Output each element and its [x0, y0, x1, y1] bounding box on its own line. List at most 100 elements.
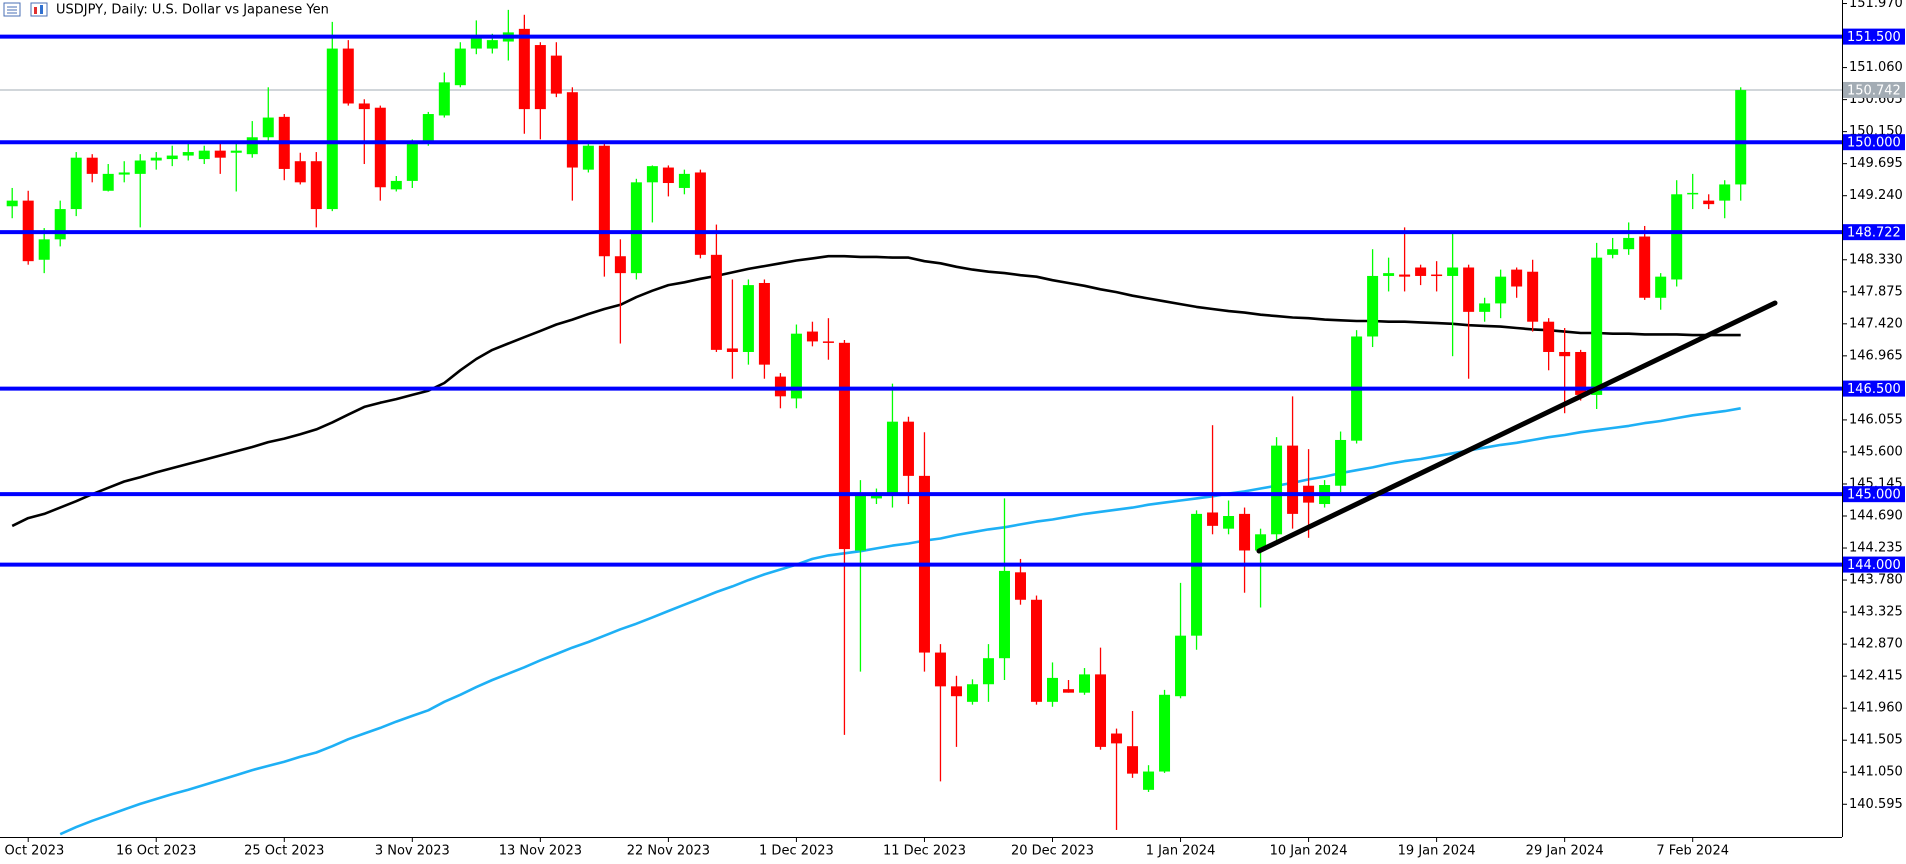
candle-body	[486, 40, 498, 49]
candle-body	[230, 150, 242, 153]
x-tick-label: 29 Jan 2024	[1526, 844, 1604, 859]
candle-body	[550, 55, 562, 94]
x-tick-label: 20 Dec 2023	[1011, 844, 1094, 859]
chart-title: USDJPY, Daily: U.S. Dollar vs Japanese Y…	[56, 3, 329, 18]
last-price-box	[1843, 81, 1905, 98]
candle-body	[454, 48, 466, 86]
y-tick-label: 143.325	[1849, 605, 1903, 620]
candle-body	[470, 36, 482, 49]
candle-body	[182, 152, 194, 156]
candle-body	[534, 45, 546, 110]
candle-body	[966, 684, 978, 702]
icon-chart	[30, 2, 48, 17]
y-tick-label: 147.420	[1849, 316, 1903, 331]
level-label-box	[1843, 380, 1905, 397]
candle-body	[214, 150, 226, 158]
candle-body	[1479, 303, 1491, 312]
candle-body	[38, 239, 50, 260]
candle-body	[870, 495, 882, 499]
candle-body	[806, 331, 818, 342]
candle-body	[1687, 192, 1699, 195]
x-tick-label: 6 Oct 2023	[0, 844, 64, 859]
candle-body	[694, 172, 706, 255]
candle-body	[1495, 276, 1507, 304]
y-tick-label: 141.505	[1849, 733, 1903, 748]
candle-body	[1079, 674, 1091, 693]
candle-body	[982, 658, 994, 685]
level-label-box	[1843, 28, 1905, 45]
candle-body	[246, 137, 258, 155]
candle-body	[1239, 513, 1251, 551]
candle-body	[1543, 321, 1555, 352]
candle-body	[390, 180, 402, 190]
x-tick-label: 1 Jan 2024	[1146, 844, 1216, 859]
x-tick-label: 22 Nov 2023	[627, 844, 710, 859]
candle-body	[1719, 184, 1731, 201]
candle-body	[1703, 200, 1715, 205]
x-tick-label: 19 Jan 2024	[1398, 844, 1476, 859]
candle-body	[422, 114, 434, 143]
candle-body	[1607, 249, 1619, 255]
candle-body	[518, 28, 530, 110]
y-tick-label: 142.870	[1849, 637, 1903, 652]
level-label-box	[1843, 224, 1905, 241]
candle-body	[726, 348, 738, 352]
candle-body	[198, 150, 210, 160]
y-tick-label: 149.240	[1849, 188, 1903, 203]
candle-body	[1447, 267, 1459, 276]
candle-body	[710, 254, 722, 350]
candle-body	[1030, 599, 1042, 702]
level-label-box	[1843, 556, 1905, 573]
candle-body	[678, 173, 690, 188]
level-label: 148.722	[1847, 226, 1901, 241]
header: USDJPY, Daily: U.S. Dollar vs Japanese Y…	[3, 2, 329, 18]
y-tick-label: 145.600	[1849, 444, 1903, 459]
candle-body	[1095, 674, 1107, 747]
candle-body	[998, 570, 1010, 659]
candle-body	[854, 495, 866, 551]
y-tick-label: 146.965	[1849, 348, 1903, 363]
candle-body	[86, 157, 98, 174]
level-label: 144.000	[1847, 558, 1901, 573]
trend-line	[1256, 300, 1778, 554]
y-tick-label: 144.235	[1849, 541, 1903, 556]
candle-body	[54, 209, 66, 240]
candle-body	[566, 92, 578, 168]
candle-body	[118, 172, 130, 175]
y-tick-label: 140.595	[1849, 797, 1903, 812]
candle-body	[646, 166, 658, 183]
candle-body	[1271, 445, 1283, 535]
candle-body	[1639, 236, 1651, 298]
candle-body	[1367, 275, 1379, 337]
candle-body	[294, 161, 306, 183]
x-tick-label: 13 Nov 2023	[499, 844, 582, 859]
candle-body	[1527, 271, 1539, 322]
last-price-label: 150.742	[1847, 83, 1901, 98]
candle-body	[1463, 267, 1475, 312]
candle-body	[6, 200, 18, 207]
candle-body	[134, 160, 146, 174]
candle-body	[1591, 257, 1603, 395]
candle-body	[1175, 635, 1187, 697]
candle-body	[1735, 90, 1747, 185]
y-tick-label: 141.960	[1849, 701, 1903, 716]
candle-body	[742, 285, 754, 352]
candle-body	[1335, 439, 1347, 486]
candle-body	[614, 256, 626, 274]
level-label: 151.500	[1847, 30, 1901, 45]
candle-body	[150, 157, 162, 161]
candle-body	[1287, 445, 1299, 514]
candle-body	[358, 103, 370, 110]
candle-body	[70, 157, 82, 210]
level-label-box	[1843, 486, 1905, 503]
candle-body	[1111, 733, 1123, 744]
x-tick-label: 11 Dec 2023	[883, 844, 966, 859]
candle-body	[1623, 237, 1635, 250]
candle-body	[630, 182, 642, 274]
candle-body	[1127, 746, 1139, 774]
candle-body	[1399, 274, 1411, 277]
candle-body	[1415, 267, 1427, 276]
